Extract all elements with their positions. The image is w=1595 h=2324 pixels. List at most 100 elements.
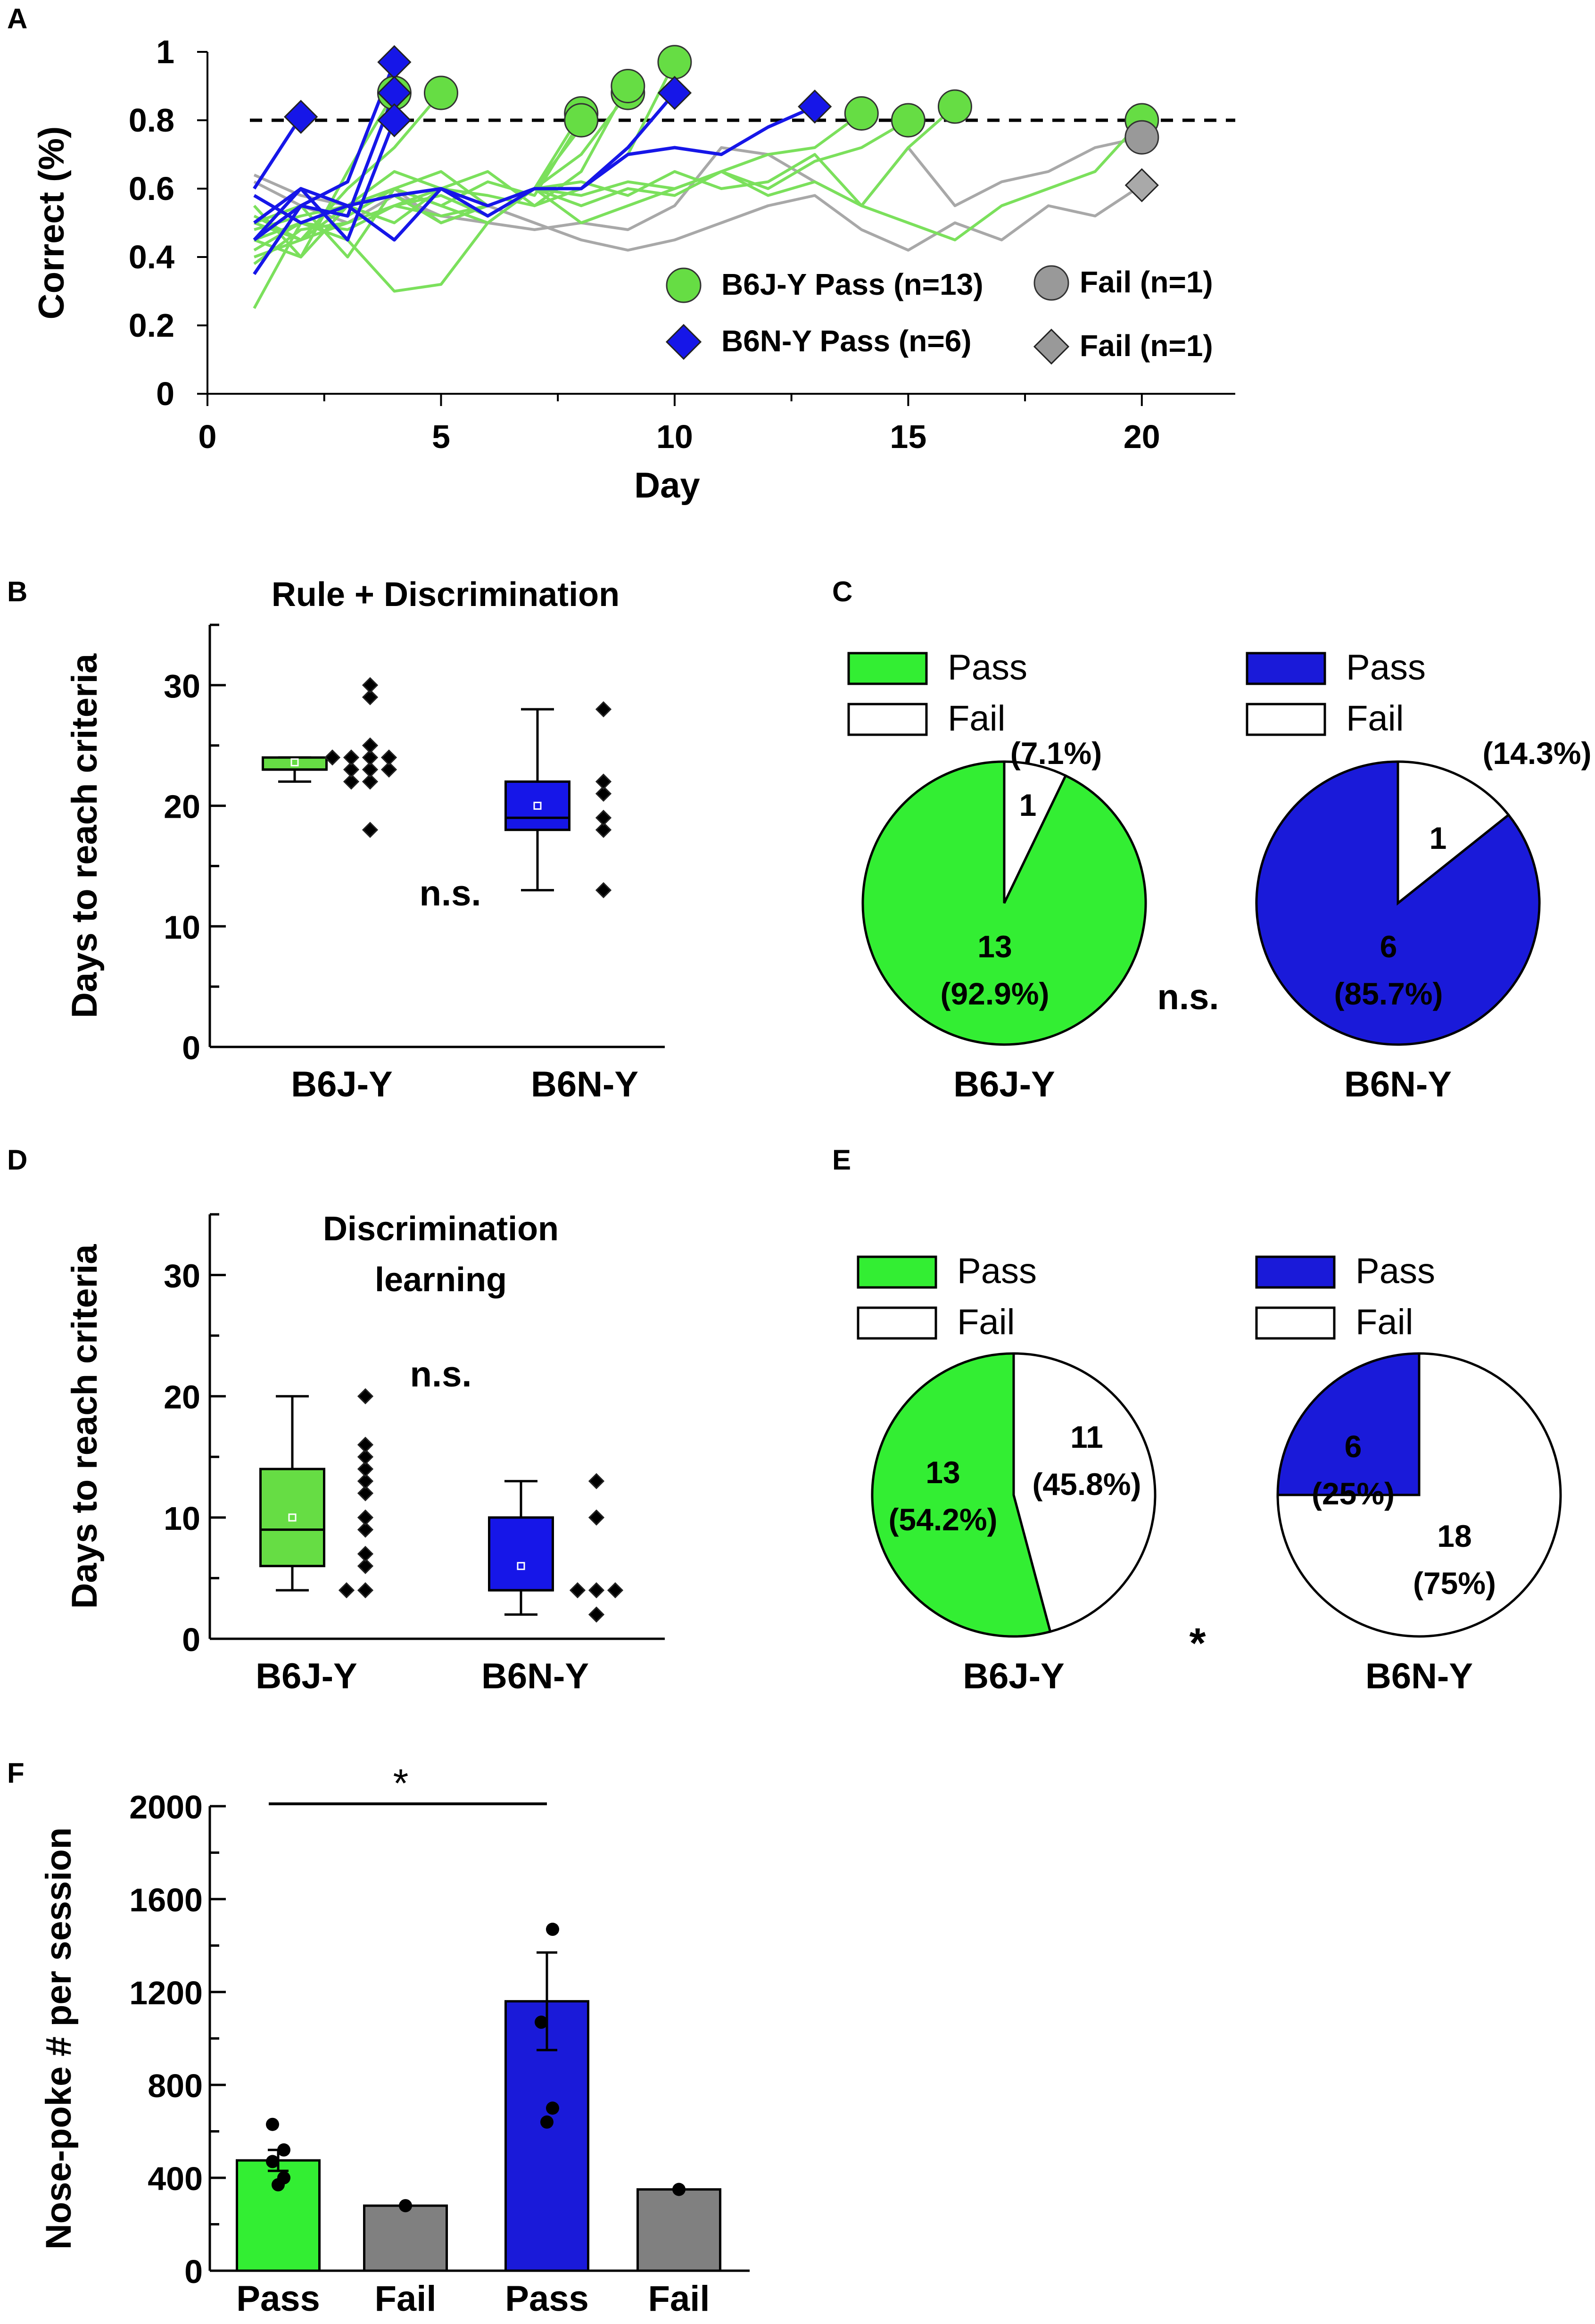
y-tick-label: 10 <box>164 1500 200 1537</box>
y-tick-label: 400 <box>148 2160 203 2197</box>
data-point <box>546 1923 559 1936</box>
data-point <box>595 773 612 790</box>
legend-swatch-pass <box>847 652 928 685</box>
end-marker-b6j <box>423 75 458 110</box>
data-point <box>362 689 379 706</box>
y-tick-label: 10 <box>164 909 200 946</box>
end-marker-fail <box>1124 168 1159 202</box>
legend-marker <box>666 267 702 303</box>
pie-slice-pass <box>1255 760 1541 1046</box>
end-marker-fail <box>1124 120 1159 155</box>
pie-label-fail: (75%) <box>1413 1566 1496 1601</box>
legend-swatch-fail <box>1255 1306 1336 1340</box>
data-point <box>357 1509 374 1526</box>
data-point <box>357 1521 374 1538</box>
x-tick-label: Pass <box>505 2279 589 2319</box>
end-marker-b6j <box>891 103 926 138</box>
panel-letter-d: D <box>7 1144 27 1176</box>
legend-label: B6N-Y Pass (n=6) <box>721 324 972 358</box>
series-line-b6j <box>253 119 909 252</box>
pie-label-pass: (54.2%) <box>888 1502 997 1537</box>
y-tick-label: 0 <box>182 1621 200 1658</box>
series-line-b6j <box>254 119 1143 241</box>
end-marker-b6n <box>284 100 318 134</box>
pie-slice-pass <box>871 1352 1052 1638</box>
pie-slice-pass <box>1276 1352 1421 1496</box>
series-line-b6n <box>253 61 396 241</box>
legend-swatch-pass <box>857 1255 937 1289</box>
y-tick-label: 30 <box>164 1258 200 1295</box>
data-point <box>357 1436 374 1453</box>
chart-title: learning <box>375 1261 507 1299</box>
pie-group-label: B6N-Y <box>1344 1064 1452 1104</box>
pie-group-label: B6J-Y <box>953 1064 1055 1104</box>
data-point <box>277 2171 290 2184</box>
data-point <box>266 2117 279 2131</box>
x-tick-label: Fail <box>648 2279 710 2319</box>
data-point <box>588 1473 605 1489</box>
y-tick-label: 0.8 <box>129 102 174 139</box>
pie-label-pass: 6 <box>1345 1429 1362 1464</box>
data-point <box>535 2016 548 2029</box>
data-point <box>595 882 612 898</box>
x-tick-label: 5 <box>432 418 450 455</box>
panel-d-box-chart: 0 10 20 30 Days to reach criteria Discriminat… <box>65 1210 665 1696</box>
y-tick-label: 30 <box>164 668 200 705</box>
data-point <box>595 810 612 826</box>
y-tick-label: 0.2 <box>129 307 174 344</box>
pie-slice-fail <box>1276 1352 1562 1638</box>
legend-swatch-pass <box>1246 652 1326 685</box>
y-tick-label: 0 <box>184 2253 203 2290</box>
y-tick-label: 20 <box>164 788 200 825</box>
end-marker-b6n <box>798 89 832 124</box>
data-point <box>357 1473 374 1489</box>
significance-label: n.s. <box>420 873 481 913</box>
end-marker-b6n <box>377 103 412 138</box>
data-point <box>546 2101 559 2115</box>
y-tick-label: 1 <box>156 33 174 70</box>
y-tick-label: 20 <box>164 1379 200 1416</box>
data-point <box>672 2183 686 2196</box>
series-line-b6n <box>253 105 816 224</box>
data-point <box>362 761 379 778</box>
data-point <box>343 773 360 790</box>
data-point <box>357 1545 374 1562</box>
panel-letter-c: C <box>832 576 852 607</box>
legend-label-fail: Fail <box>1355 1302 1413 1342</box>
legend-label: Fail (n=1) <box>1080 329 1213 363</box>
data-point <box>588 1509 605 1526</box>
pie-label-fail: 1 <box>1019 788 1037 822</box>
data-point <box>399 2199 412 2213</box>
legend-label-fail: Fail <box>957 1302 1015 1342</box>
pie-label-fail-percent: (14.3%) <box>1482 736 1591 771</box>
significance-label: * <box>1189 1620 1206 1667</box>
legend-label-fail: Fail <box>1346 698 1404 739</box>
pie-label-fail-percent: (7.1%) <box>1010 736 1102 771</box>
legend-marker <box>1033 328 1070 365</box>
x-axis-label: Day <box>634 465 700 506</box>
legend-swatch-fail <box>847 703 928 736</box>
data-point <box>380 749 397 766</box>
legend-marker <box>1033 265 1069 301</box>
end-marker-b6n <box>657 75 692 110</box>
bar <box>636 2188 721 2272</box>
y-tick-label: 0.4 <box>129 239 174 275</box>
y-tick-label: 800 <box>148 2067 203 2104</box>
legend-swatch-fail <box>857 1306 937 1340</box>
y-axis-label: Days to reach criteria <box>65 1244 105 1609</box>
data-point <box>266 2155 279 2168</box>
pie-label-fail: 11 <box>1070 1419 1103 1454</box>
panel-c-pie-charts: Pass Fail 13 (92.9%) 1 (7.1%) B6J-Y Pass Fail 6 (8… <box>847 647 1592 1104</box>
pie-label-pass: 6 <box>1380 929 1397 964</box>
end-marker-b6j <box>844 96 879 131</box>
data-point <box>357 1558 374 1574</box>
series-line-b6n <box>253 91 676 242</box>
data-point <box>357 1449 374 1465</box>
x-tick-label: 20 <box>1124 418 1160 455</box>
data-point <box>595 785 612 802</box>
pie-slice-fail <box>1012 1352 1157 1633</box>
pie-slice-fail <box>1003 760 1067 904</box>
data-point <box>595 701 612 718</box>
y-tick-label: 0 <box>182 1029 200 1066</box>
